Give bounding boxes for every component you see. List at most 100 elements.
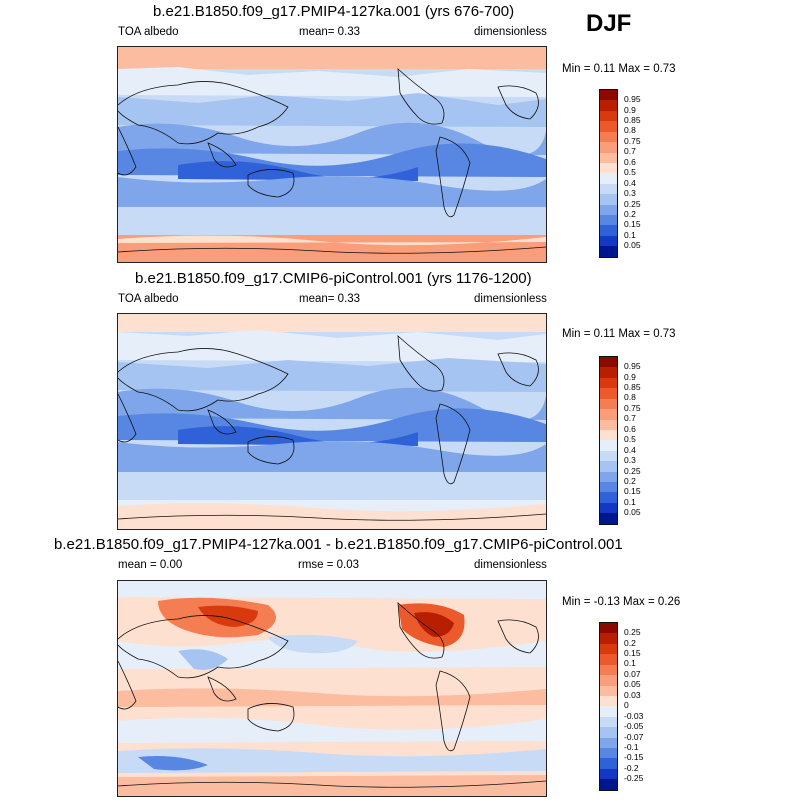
colorbar-tick-label: 0.75 bbox=[624, 403, 641, 413]
colorbar-tick-label: 0.95 bbox=[624, 361, 641, 371]
colorbar-tick-label: 0.4 bbox=[624, 178, 636, 188]
colorbar-segment bbox=[600, 215, 617, 226]
colorbar-segment bbox=[600, 367, 617, 378]
colorbar-tick-label: 0.15 bbox=[624, 219, 641, 229]
colorbar-tick-label: 0.3 bbox=[624, 188, 636, 198]
colorbar-tick-label: 0 bbox=[624, 700, 629, 710]
colorbar-segment bbox=[600, 152, 617, 163]
colorbar-tick-label: 0.25 bbox=[624, 199, 641, 209]
colorbar-tick-label: 0.7 bbox=[624, 146, 636, 156]
colorbar-segment bbox=[600, 131, 617, 143]
colorbar-tick-label: 0.1 bbox=[624, 497, 636, 507]
colorbar-segment bbox=[600, 429, 617, 441]
colorbar-segment bbox=[600, 737, 617, 749]
panel1-map bbox=[117, 46, 547, 263]
colorbar-tick-label: -0.05 bbox=[624, 721, 644, 731]
colorbar-segment bbox=[600, 419, 617, 430]
panel2-mean-label: mean= 0.33 bbox=[299, 293, 361, 305]
colorbar-segment bbox=[600, 779, 617, 790]
colorbar-segment bbox=[600, 90, 617, 101]
colorbar-segment bbox=[600, 716, 617, 728]
colorbar-segment bbox=[600, 482, 617, 493]
colorbar-tick-label: 0.1 bbox=[624, 230, 636, 240]
panel2-units-label: dimensionless bbox=[474, 293, 547, 305]
colorbar-tick-label: 0.15 bbox=[624, 486, 641, 496]
colorbar-segment bbox=[600, 204, 617, 216]
colorbar-segment bbox=[600, 748, 617, 759]
colorbar-tick-label: -0.1 bbox=[624, 742, 639, 752]
colorbar-segment bbox=[600, 377, 617, 389]
colorbar-tick-label: 0.8 bbox=[624, 125, 636, 135]
colorbar-segment bbox=[600, 492, 617, 503]
colorbar-tick-label: 0.15 bbox=[624, 648, 641, 658]
colorbar-tick-label: 0.3 bbox=[624, 455, 636, 465]
panel2-minmax: Min = 0.11 Max = 0.73 bbox=[562, 328, 676, 340]
colorbar-segment bbox=[600, 675, 617, 686]
colorbar-tick-label: 0.05 bbox=[624, 507, 641, 517]
colorbar-segment bbox=[600, 388, 617, 399]
panel2-colorbar bbox=[599, 356, 618, 525]
colorbar-tick-label: 0.5 bbox=[624, 434, 636, 444]
colorbar-tick-label: 0.05 bbox=[624, 679, 641, 689]
colorbar-segment bbox=[600, 246, 617, 257]
colorbar-segment bbox=[600, 685, 617, 696]
colorbar-tick-label: 0.2 bbox=[624, 209, 636, 219]
colorbar-tick-label: 0.25 bbox=[624, 627, 641, 637]
colorbar-tick-label: 0.05 bbox=[624, 240, 641, 250]
colorbar-segment bbox=[600, 173, 617, 184]
panel1-title: b.e21.B1850.f09_g17.PMIP4-127ka.001 (yrs… bbox=[153, 3, 515, 20]
colorbar-tick-label: 0.75 bbox=[624, 136, 641, 146]
colorbar-tick-label: 0.1 bbox=[624, 658, 636, 668]
colorbar-segment bbox=[600, 664, 617, 676]
colorbar-segment bbox=[600, 121, 617, 132]
colorbar-segment bbox=[600, 513, 617, 524]
colorbar-tick-label: 0.7 bbox=[624, 413, 636, 423]
colorbar-segment bbox=[600, 110, 617, 122]
panel3-mean-label: mean = 0.00 bbox=[118, 559, 183, 571]
colorbar-tick-label: 0.03 bbox=[624, 690, 641, 700]
colorbar-tick-label: 0.8 bbox=[624, 392, 636, 402]
colorbar-segment bbox=[600, 633, 617, 644]
colorbar-segment bbox=[600, 398, 617, 410]
panel1-colorbar bbox=[599, 89, 618, 258]
colorbar-tick-label: 0.2 bbox=[624, 638, 636, 648]
panel3-units-label: dimensionless bbox=[474, 559, 547, 571]
colorbar-tick-label: 0.25 bbox=[624, 466, 641, 476]
colorbar-tick-label: 0.07 bbox=[624, 669, 641, 679]
colorbar-segment bbox=[600, 643, 617, 655]
colorbar-tick-label: 0.6 bbox=[624, 157, 636, 167]
colorbar-segment bbox=[600, 768, 617, 780]
colorbar-segment bbox=[600, 100, 617, 111]
panel2-title: b.e21.B1850.f09_g17.CMIP6-piControl.001 … bbox=[135, 270, 532, 287]
colorbar-tick-label: 0.6 bbox=[624, 424, 636, 434]
colorbar-segment bbox=[600, 758, 617, 769]
colorbar-tick-label: 0.95 bbox=[624, 94, 641, 104]
colorbar-tick-label: -0.03 bbox=[624, 711, 644, 721]
colorbar-segment bbox=[600, 225, 617, 236]
panel1-minmax: Min = 0.11 Max = 0.73 bbox=[562, 63, 676, 75]
panel3-colorbar bbox=[599, 622, 618, 791]
colorbar-tick-label: 0.5 bbox=[624, 167, 636, 177]
colorbar-tick-label: 0.85 bbox=[624, 382, 641, 392]
panel3-rmse-label: rmse = 0.03 bbox=[298, 559, 360, 571]
colorbar-segment bbox=[600, 502, 617, 514]
colorbar-segment bbox=[600, 162, 617, 174]
season-label: DJF bbox=[586, 10, 632, 37]
colorbar-tick-label: 0.4 bbox=[624, 445, 636, 455]
colorbar-segment bbox=[600, 142, 617, 153]
colorbar-tick-label: 0.9 bbox=[624, 105, 636, 115]
colorbar-tick-label: -0.07 bbox=[624, 732, 644, 742]
colorbar-segment bbox=[600, 461, 617, 472]
colorbar-segment bbox=[600, 695, 617, 707]
colorbar-segment bbox=[600, 623, 617, 634]
panel2-variable-label: TOA albedo bbox=[118, 293, 179, 305]
colorbar-segment bbox=[600, 235, 617, 247]
colorbar-tick-label: 0.2 bbox=[624, 476, 636, 486]
colorbar-tick-label: -0.15 bbox=[624, 752, 644, 762]
colorbar-tick-label: 0.85 bbox=[624, 115, 641, 125]
colorbar-tick-label: 0.9 bbox=[624, 372, 636, 382]
colorbar-segment bbox=[600, 194, 617, 205]
colorbar-tick-label: -0.2 bbox=[624, 763, 639, 773]
colorbar-segment bbox=[600, 727, 617, 738]
colorbar-segment bbox=[600, 471, 617, 483]
